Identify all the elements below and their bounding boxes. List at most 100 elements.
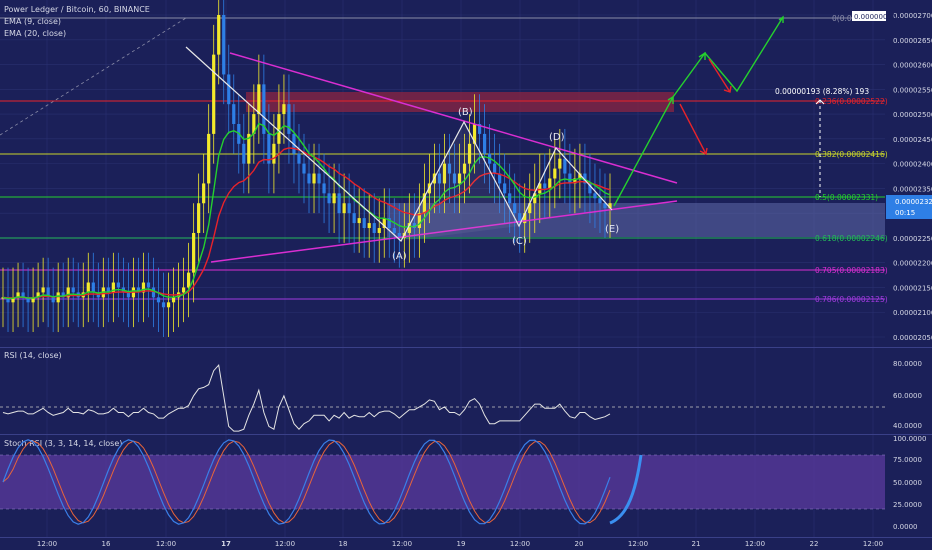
time-tick-0: 12:00 [37,540,57,548]
candle-body [598,198,602,204]
candle-body [422,193,426,214]
price-axis: 0.00002700 0.00002650 0.00002600 0.00002550… [893,12,932,342]
ema20-legend: EMA (20, close) [4,29,66,38]
candle-body [528,203,532,214]
wave-label-a: (A) [392,251,407,262]
candle-body [342,203,346,214]
price-tick-12: 0.00002100 [893,309,932,317]
price-tick-2: 0.00002600 [893,62,932,70]
candle-body [297,153,301,164]
candle-body [387,218,391,229]
stoch-band [0,455,885,509]
red-arrow-1 [708,58,731,93]
candle-body [593,193,597,199]
candle-body [252,114,256,134]
candle-body [437,173,442,184]
price-tick-3: 0.00002550 [893,86,932,94]
candle-body [26,297,30,303]
candle-body [212,54,216,134]
zigzag-shading [401,122,519,241]
candle-body [312,173,316,184]
price-tick-5: 0.00002450 [893,136,932,144]
fib-label-6: 0.786(0.00002125) [815,295,888,304]
candle-body [91,282,95,293]
price-tick-13: 0.00002050 [893,334,932,342]
chart-title: Power Ledger / Bitcoin, 60, BINANCE [4,5,150,14]
candle-body [46,287,50,298]
candle-body [151,287,156,298]
green-arrow-head-2 [698,51,706,60]
red-arrow-head-2 [699,147,708,156]
red-arrow-head-1 [723,85,732,93]
candle-body [568,173,572,184]
candle-body [6,297,10,303]
stoch-tick-75: 75.0000 [893,456,922,464]
rsi-tick-60: 60.0000 [893,392,922,400]
candle-body [116,282,120,288]
candle-body [136,287,141,293]
candle-body [583,173,587,184]
candle-body [548,178,552,189]
price-tick-1: 0.00002650 [893,37,932,45]
candle-body [111,282,115,293]
candles [1,0,612,338]
candle-body [207,133,211,184]
candle-body [352,213,356,224]
time-tick-3: 17 [221,540,231,548]
candle-body [126,292,131,298]
candle-body [452,173,457,184]
time-tick-1: 16 [102,540,111,548]
price-tick-7: 0.00002350 [893,185,932,193]
candle-body [61,292,65,298]
time-tick-13: 22 [810,540,819,548]
stoch-projection [609,454,643,525]
wave-label-c: (C) [512,236,527,247]
price-axis-bg [885,0,932,550]
rsi-tick-40: 40.0000 [893,422,922,430]
countdown: 00:15 [895,209,915,217]
candle-body [171,297,176,303]
candle-body [41,287,45,293]
candle-body [543,183,547,189]
candle-body [277,114,281,144]
candle-body [146,282,151,288]
candle-body [161,302,166,308]
candle-body [558,158,562,169]
candle-body [362,218,366,229]
candle-body [86,282,90,293]
time-tick-8: 12:00 [510,540,530,548]
candle-body [197,203,201,233]
time-tick-4: 12:00 [275,540,295,548]
time-tick-5: 18 [339,540,348,548]
candle-body [482,133,487,154]
candle-body [467,143,472,164]
ema9-line [2,122,611,300]
price-tick-4: 0.00002500 [893,111,932,119]
candle-body [457,173,462,184]
candle-body [442,163,447,184]
candle-body [322,183,326,194]
top-tag-bg [852,11,886,21]
time-tick-2: 12:00 [156,540,176,548]
stoch-tick-50: 50.0000 [893,479,922,487]
time-tick-6: 12:00 [392,540,412,548]
price-tick-11: 0.00002150 [893,284,932,292]
rsi-tick-80: 80.0000 [893,360,922,368]
time-tick-9: 20 [575,540,584,548]
candle-body [51,297,55,303]
candle-body [392,228,396,233]
time-tick-14: 12:00 [863,540,883,548]
candle-body [36,292,40,298]
candle-body [578,173,582,179]
candle-body [347,203,351,214]
stoch-tick-0: 0.0000 [893,523,918,531]
candle-body [247,133,251,164]
candle-body [257,84,261,115]
candle-body [141,282,146,293]
candle-body [493,163,497,174]
resistance-zone [246,92,674,112]
fib-label-0: 0(0.0... [832,14,859,23]
candle-body [417,213,421,229]
candle-body [71,287,75,293]
time-tick-7: 19 [457,540,466,548]
